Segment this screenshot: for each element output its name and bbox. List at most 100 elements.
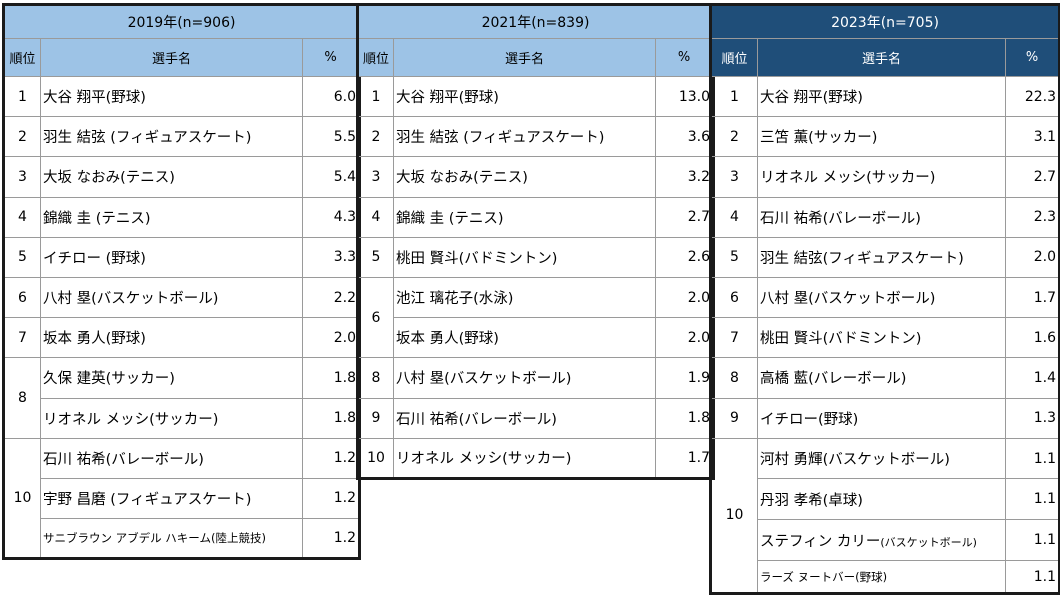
rank-cell: 10 [357,437,394,479]
rank-cell: 1 [3,75,41,118]
percent-cell: 2.0 [654,317,715,359]
table-row: 2 羽生 結弦 (フィギュアスケート) 5.5 [3,116,361,158]
rank-cell: 4 [357,196,394,238]
column-header-percent: % [1004,38,1060,77]
player-name-text: ステフィン カリー [760,533,881,550]
column-header-rank: 順位 [710,38,758,77]
rank-cell: 5 [3,236,41,278]
table-header-year: 2021年(n=839) [356,4,715,39]
percent-cell: 1.7 [654,437,715,479]
table-row: 丹羽 孝希(卓球) 1.1 [711,478,1060,521]
player-name-cell: イチロー (野球) [40,236,303,278]
player-name-cell: 河村 勇輝(バスケットボール) [757,437,1006,480]
rank-cell: 1 [357,75,394,118]
player-name-cell: 石川 祐希(バレーボール) [40,437,303,479]
table-row: 1 大谷 翔平(野球) 13.0 [357,75,715,118]
ranking-table-2023: 2023年(n=705) 順位 選手名 % 1 大谷 翔平(野球) 22.3 2… [709,3,1060,596]
player-name-cell: 錦織 圭 (テニス) [40,196,303,238]
rank-cell: 5 [357,236,394,278]
percent-cell: 2.7 [654,196,715,238]
rank-cell: 2 [3,116,41,158]
table-row: 1 大谷 翔平(野球) 6.0 [3,75,361,118]
player-name-cell: ラーズ ヌートバー(野球) [757,560,1006,595]
rank-cell: 3 [3,156,41,198]
percent-cell: 5.4 [301,156,361,198]
column-header-percent: % [301,38,361,77]
percent-cell: 3.2 [654,156,715,198]
player-name-cell: リオネル メッシ(サッカー) [40,397,303,439]
player-name-cell: 丹羽 孝希(卓球) [757,478,1006,521]
column-header-rank: 順位 [357,38,394,77]
player-name-cell: 羽生 結弦 (フィギュアスケート) [393,116,656,158]
rank-cell: 4 [710,196,758,238]
percent-cell: 1.6 [1004,317,1060,359]
rank-cell: 6 [3,276,41,319]
rank-cell: 3 [710,156,758,198]
player-name-cell: 坂本 勇人(野球) [40,317,303,359]
rank-cell: 7 [710,317,758,359]
player-name-cell: 池江 璃花子(水泳) [393,276,656,319]
player-name-cell: 三笘 薫(サッカー) [757,116,1006,158]
player-name-cell: リオネル メッシ(サッカー) [757,156,1006,198]
percent-cell: 5.5 [301,116,361,158]
player-name-cell: イチロー(野球) [757,397,1006,439]
player-name-cell: 錦織 圭 (テニス) [393,196,656,238]
percent-cell: 1.7 [1004,276,1060,319]
percent-cell: 1.8 [301,397,361,439]
column-header-rank: 順位 [3,38,41,77]
table-row: 2 羽生 結弦 (フィギュアスケート) 3.6 [357,116,715,158]
table-row: 6 池江 璃花子(水泳) 2.0 [357,276,715,359]
rank-cell: 8 [357,357,394,399]
table-row: 3 大坂 なおみ(テニス) 3.2 [357,156,715,198]
percent-cell: 22.3 [1004,75,1060,118]
player-name-cell: 久保 建英(サッカー) [40,357,303,399]
table-row: 7 坂本 勇人(野球) 2.0 [3,317,361,359]
table-row: 4 錦織 圭 (テニス) 2.7 [357,196,715,238]
table-header-year: 2019年(n=906) [2,4,361,39]
table-row: 6 八村 塁(バスケットボール) 1.7 [710,276,1060,319]
table-row: 8 八村 塁(バスケットボール) 1.9 [357,357,715,399]
rank-cell: 3 [357,156,394,198]
table-row: 9 石川 祐希(バレーボール) 1.8 [357,397,715,439]
table-row: 7 桃田 賢斗(バドミントン) 1.6 [710,317,1060,359]
player-name-cell: 坂本 勇人(野球) [393,317,656,359]
table-row: 1 大谷 翔平(野球) 22.3 [710,75,1060,118]
rank-cell: 9 [710,397,758,439]
player-name-cell: 八村 塁(バスケットボール) [393,357,656,399]
table-row: 4 石川 祐希(バレーボール) 2.3 [710,196,1060,238]
rank-cell: 1 [710,75,758,118]
ranking-table-2019: 2019年(n=906) 順位 選手名 % 1 大谷 翔平(野球) 6.0 2 … [2,3,362,561]
percent-cell: 1.1 [1004,437,1060,480]
player-name-cell: 羽生 結弦(フィギュアスケート) [757,236,1006,278]
table-row: 10 リオネル メッシ(サッカー) 1.7 [357,437,715,479]
player-name-cell: 桃田 賢斗(バドミントン) [393,236,656,278]
player-name-cell: 羽生 結弦 (フィギュアスケート) [40,116,303,158]
percent-cell: 2.6 [654,236,715,278]
rank-cell: 5 [710,236,758,278]
rank-cell: 2 [357,116,394,158]
percent-cell: 2.0 [1004,236,1060,278]
player-name-cell: 石川 祐希(バレーボール) [393,397,656,439]
rank-cell: 7 [3,317,41,359]
table-row: 4 錦織 圭 (テニス) 4.3 [3,196,361,238]
player-name-cell: 八村 塁(バスケットボール) [40,276,303,319]
rank-cell: 4 [3,196,41,238]
ranking-table-2021: 2021年(n=839) 順位 選手名 % 1 大谷 翔平(野球) 13.0 2… [356,3,716,480]
table-row: 宇野 昌磨 (フィギュアスケート) 1.2 [4,477,361,520]
player-name-cell: 高橋 藍(バレーボール) [757,357,1006,399]
player-name-cell: 大谷 翔平(野球) [393,75,656,118]
table-row: 坂本 勇人(野球) 2.0 [358,317,715,359]
percent-cell: 1.9 [654,357,715,399]
column-header-name: 選手名 [757,38,1006,77]
player-sport-text: (バスケットボール) [880,535,977,549]
percent-cell: 3.1 [1004,116,1060,158]
percent-cell: 2.3 [1004,196,1060,238]
rank-cell: 2 [710,116,758,158]
rank-cell: 10 [3,437,41,560]
player-name-cell: 石川 祐希(バレーボール) [757,196,1006,238]
table-row: 2 三笘 薫(サッカー) 3.1 [710,116,1060,158]
percent-cell: 1.1 [1004,519,1060,562]
player-name-cell: 八村 塁(バスケットボール) [757,276,1006,319]
player-name-cell: ステフィン カリー(バスケットボール) [757,519,1006,562]
rank-cell: 6 [357,276,394,359]
